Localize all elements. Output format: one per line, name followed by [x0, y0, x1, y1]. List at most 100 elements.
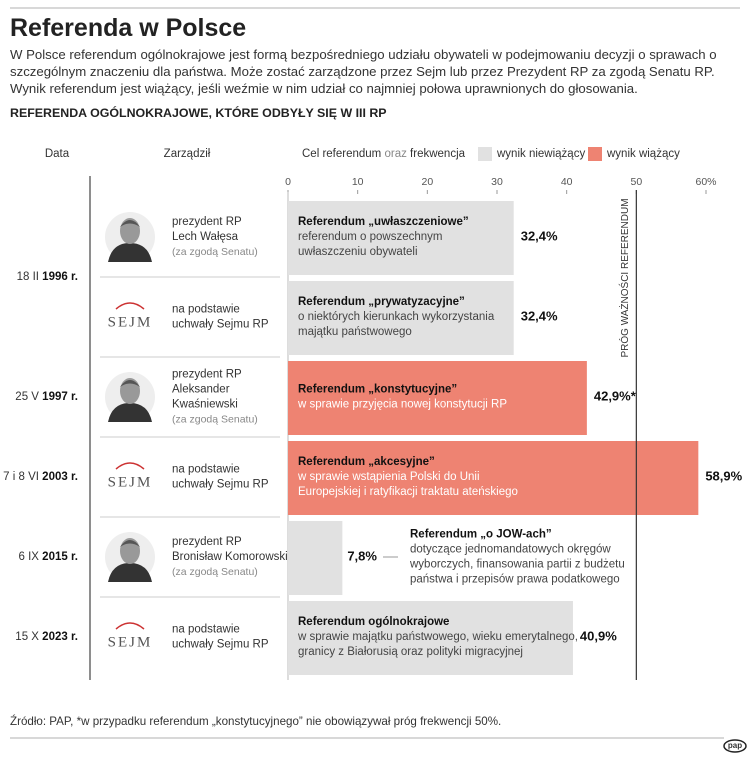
value-label: 7,8%	[347, 548, 377, 563]
x-tick-label: 40	[561, 176, 573, 188]
header-authority: Zarządził	[164, 148, 211, 160]
authority-note: (za zgodą Senatu)	[172, 566, 258, 578]
legend-swatch	[478, 147, 492, 161]
authority: na podstawie	[172, 624, 240, 636]
brand-logo	[723, 739, 747, 753]
referendum-description: majątku państwowego	[298, 326, 412, 338]
referendum-description: w sprawie wstąpienia Polski do Unii	[297, 471, 480, 483]
referendum-name: Referendum „akcesyjne”	[298, 456, 435, 468]
bar	[288, 521, 343, 595]
date-day: 6 IX	[19, 551, 40, 563]
value-label: 42,9%*	[594, 388, 637, 403]
x-tick-label: 0	[285, 176, 291, 188]
authority: na podstawie	[172, 304, 240, 316]
date: 18 II 1996 r.	[17, 271, 78, 283]
referendum-description: państwa i przepisów prawa podatkowego	[410, 574, 620, 586]
header-goal-part: oraz	[384, 148, 407, 160]
subtitle: REFERENDA OGÓLNOKRAJOWE, KTÓRE ODBYŁY SI…	[10, 106, 387, 120]
legend-label: wynik niewiążący	[496, 148, 585, 160]
date-day: 18 II	[17, 271, 39, 283]
authority-note: (za zgodą Senatu)	[172, 413, 258, 425]
referendum-name: Referendum „uwłaszczeniowe”	[298, 216, 469, 228]
date-year: 1996 r.	[42, 271, 78, 283]
legend-swatch	[588, 147, 602, 161]
bar	[288, 361, 587, 435]
bar	[288, 201, 514, 275]
referendum-name: Referendum ogólnokrajowe	[298, 616, 449, 628]
referendum-description: o niektórych kierunkach wykorzystania	[298, 311, 495, 323]
x-tick-label: 60%	[695, 176, 716, 188]
date: 25 V 1997 r.	[15, 391, 78, 403]
authority: Aleksander	[172, 384, 230, 396]
header-goal-part: frekwencja	[410, 148, 466, 160]
authority: prezydent RP	[172, 536, 242, 548]
authority: prezydent RP	[172, 369, 242, 381]
referendum-name: Referendum „o JOW-ach”	[410, 529, 552, 541]
logo: SEJM	[108, 474, 153, 490]
portrait-head	[120, 218, 140, 244]
date: 7 i 8 VI 2003 r.	[3, 471, 78, 483]
value-label: 32,4%	[521, 308, 558, 323]
authority: uchwały Sejmu RP	[172, 479, 269, 491]
x-tick-label: 30	[491, 176, 503, 188]
portrait-hair	[120, 380, 140, 387]
authority: Kwaśniewski	[172, 399, 238, 411]
legend-label: wynik wiążący	[606, 148, 680, 160]
authority: uchwały Sejmu RP	[172, 319, 269, 331]
date-year: 1997 r.	[42, 391, 78, 403]
x-tick-label: 10	[352, 176, 364, 188]
authority-note: (za zgodą Senatu)	[172, 246, 258, 258]
x-tick-label: 20	[421, 176, 433, 188]
portrait-body	[108, 403, 152, 422]
referendum-description: w sprawie przyjęcia nowej konstytucji RP	[297, 399, 507, 411]
portrait-head	[120, 378, 140, 404]
referendum-name: Referendum „prywatyzacyjne”	[298, 296, 465, 308]
intro: W Polsce referendum ogólnokrajowe jest f…	[10, 47, 717, 96]
referendum-description: w sprawie majątku państwowego, wieku eme…	[297, 631, 578, 643]
referendum-description: referendum o powszechnym	[298, 231, 442, 243]
referendum-description: dotyczące jednomandatowych okręgów	[410, 544, 611, 556]
x-tick-label: 50	[630, 176, 642, 188]
date-day: 25 V	[15, 391, 39, 403]
bar	[288, 601, 573, 675]
date: 15 X 2023 r.	[15, 631, 78, 643]
referendum-description: Europejskiej i ratyfikacji traktatu ateń…	[298, 486, 518, 498]
logo-arc	[115, 462, 145, 470]
bar	[288, 281, 514, 355]
logo-arc	[115, 302, 145, 310]
portrait-hair	[120, 540, 140, 547]
authority: Bronisław Komorowski	[172, 551, 288, 563]
authority: uchwały Sejmu RP	[172, 639, 269, 651]
date-day: 15 X	[15, 631, 39, 643]
header-date: Data	[45, 148, 70, 160]
value-label: 58,9%	[705, 468, 742, 483]
logo-arc	[115, 622, 145, 630]
authority: na podstawie	[172, 464, 240, 476]
portrait-body	[108, 243, 152, 262]
title: Referenda w Polsce	[10, 14, 247, 42]
logo: SEJM	[108, 314, 153, 330]
brand: pap	[728, 741, 742, 750]
portrait-head	[120, 538, 140, 564]
logo: SEJM	[108, 634, 153, 650]
referendum-description: wyborczych, finansowania partii z budżet…	[409, 559, 625, 571]
referendum-name: Referendum „konstytucyjne”	[298, 384, 457, 396]
value-label: 40,9%	[580, 628, 617, 643]
header-goal: Cel referendum oraz frekwencja	[302, 148, 466, 160]
date: 6 IX 2015 r.	[19, 551, 79, 563]
authority: prezydent RP	[172, 216, 242, 228]
value-label: 32,4%	[521, 228, 558, 243]
threshold-label: PRÓG WAŻNOŚCI REFERENDUM	[618, 198, 631, 357]
authority: Lech Wałęsa	[172, 231, 239, 243]
date-year: 2003 r.	[42, 471, 78, 483]
header-goal-part: Cel referendum	[302, 148, 381, 160]
date-year: 2023 r.	[42, 631, 78, 643]
date-year: 2015 r.	[42, 551, 78, 563]
bar	[288, 441, 699, 515]
footer: Źródło: PAP, *w przypadku referendum „ko…	[10, 715, 502, 728]
referendum-description: granicy z Białorusią oraz polityki migra…	[298, 646, 523, 658]
portrait-hair	[120, 220, 140, 227]
date-day: 7 i 8 VI	[3, 471, 39, 483]
